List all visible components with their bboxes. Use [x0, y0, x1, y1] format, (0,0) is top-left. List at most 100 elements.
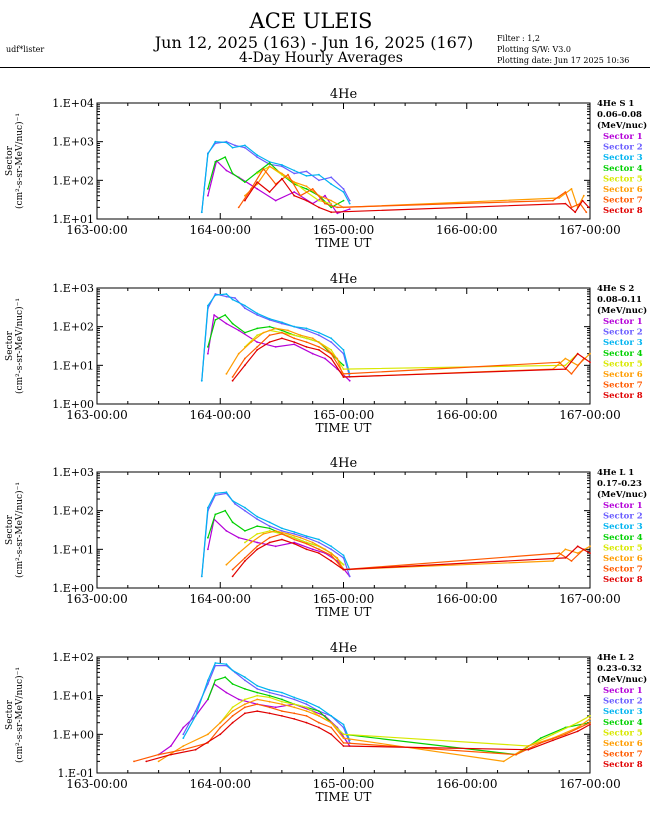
x-axis-label: TIME UT [316, 790, 372, 804]
data-point-sector-1 [324, 357, 326, 360]
y-axis-label-line2: (cm²-s-sr-MeV/nuc)⁻¹ [14, 482, 25, 578]
x-tick-label: 163-00:00 [66, 408, 128, 422]
data-point-sector-7 [268, 536, 271, 539]
panel-title: 4He [330, 272, 358, 287]
legend-entry-sector-1: Sector 1 [603, 132, 643, 142]
data-point-sector-1 [348, 208, 351, 211]
data-point-sector-5 [293, 703, 296, 706]
data-point-sector-7 [133, 760, 135, 763]
series-line-sector-3 [201, 293, 351, 381]
legend-entry-sector-1: Sector 1 [603, 686, 643, 696]
data-point-sector-1 [336, 212, 339, 215]
data-point-sector-5 [330, 202, 333, 205]
y-tick-label: 1.E+03 [52, 466, 94, 479]
data-point-sector-5 [552, 733, 554, 736]
data-point-sector-8 [527, 748, 530, 751]
data-point-sector-5 [342, 368, 345, 370]
data-point-sector-6 [570, 188, 573, 190]
data-point-sector-6 [342, 737, 345, 739]
data-point-sector-5 [256, 334, 259, 337]
data-point-sector-6 [237, 552, 240, 554]
data-point-sector-7 [539, 742, 542, 744]
data-point-sector-1 [348, 379, 351, 382]
data-point-sector-1 [311, 352, 314, 355]
legend-header-line: 0.08-0.11 [597, 295, 642, 305]
data-point-sector-4 [281, 698, 283, 701]
y-tick-label: 1.E+03 [52, 282, 94, 295]
data-point-sector-4 [256, 525, 259, 527]
data-point-sector-4 [214, 319, 217, 321]
data-point-sector-2 [244, 146, 246, 149]
data-point-sector-8 [330, 560, 333, 562]
data-point-sector-6 [552, 560, 554, 562]
chart-panel-2: 4He 1.E+00 1.E+01 1.E+02 1.E+03 163-00:00 164-… [5, 272, 647, 435]
legend-entry-sector-3: Sector 3 [603, 707, 643, 717]
data-point-sector-1 [237, 329, 240, 332]
data-point-sector-6 [182, 745, 185, 747]
x-tick-label: 165-00:00 [313, 777, 375, 791]
legend-header-line: (MeV/nuc) [597, 120, 647, 131]
x-tick-label: 167-00:00 [559, 408, 621, 422]
series-line-sector-5 [244, 329, 579, 370]
data-point-sector-4 [318, 710, 320, 712]
data-point-sector-1 [170, 745, 172, 747]
data-point-sector-3 [194, 715, 197, 717]
y-tick-label: 1.E+01 [52, 690, 94, 703]
data-point-sector-5 [281, 700, 283, 703]
data-point-sector-7 [287, 173, 289, 176]
data-point-sector-8 [219, 733, 222, 736]
data-point-sector-6 [502, 760, 505, 763]
data-point-sector-2 [182, 733, 185, 736]
data-point-sector-3 [231, 499, 234, 502]
data-point-sector-6 [244, 194, 246, 197]
data-point-sector-3 [281, 321, 283, 324]
data-point-sector-6 [268, 165, 271, 168]
legend-entry-sector-8: Sector 8 [603, 206, 643, 216]
data-point-sector-6 [231, 710, 234, 712]
data-point-sector-3 [256, 684, 259, 687]
data-point-sector-4 [207, 536, 209, 539]
data-point-sector-2 [268, 691, 271, 694]
legend-entry-sector-3: Sector 3 [603, 338, 643, 348]
x-tick-label: 164-00:00 [189, 223, 251, 237]
data-point-sector-7 [564, 191, 567, 193]
data-point-sector-6 [262, 533, 265, 535]
data-point-sector-7 [589, 721, 591, 724]
data-point-sector-8 [305, 721, 308, 724]
data-point-sector-8 [330, 733, 333, 736]
data-point-sector-1 [207, 548, 209, 551]
data-point-sector-4 [330, 206, 333, 209]
data-point-sector-5 [256, 533, 259, 535]
data-point-sector-4 [268, 694, 271, 697]
series-line-sector-2 [201, 293, 351, 381]
data-point-sector-8 [564, 202, 567, 205]
data-point-sector-2 [330, 341, 333, 343]
x-axis-label: TIME UT [316, 605, 372, 619]
data-point-sector-3 [318, 331, 320, 334]
legend-entry-sector-4: Sector 4 [603, 349, 643, 359]
data-point-sector-3 [342, 723, 345, 726]
y-tick-label: 1.E+02 [52, 651, 94, 664]
y-tick-label: 1.E+02 [52, 505, 94, 518]
legend-entry-sector-6: Sector 6 [603, 185, 643, 195]
series-line-sector-3 [182, 662, 351, 741]
x-tick-label: 165-00:00 [313, 592, 375, 606]
data-point-sector-6 [305, 710, 308, 712]
data-point-sector-3 [293, 696, 296, 699]
data-point-sector-7 [293, 337, 296, 340]
data-point-sector-7 [281, 331, 283, 334]
legend-entry-sector-2: Sector 2 [603, 697, 643, 707]
data-point-sector-6 [576, 552, 579, 554]
data-point-sector-7 [515, 753, 517, 756]
x-axis-label: TIME UT [316, 421, 372, 435]
legend-entry-sector-2: Sector 2 [603, 328, 643, 338]
data-point-sector-6 [274, 530, 277, 532]
legend-entry-sector-2: Sector 2 [603, 512, 643, 522]
data-point-sector-8 [256, 349, 259, 351]
legend-header-line: (MeV/nuc) [597, 305, 647, 316]
data-point-sector-8 [256, 181, 259, 184]
data-point-sector-3 [207, 506, 209, 509]
data-point-sector-6 [311, 337, 314, 340]
data-point-sector-8 [342, 745, 345, 747]
data-point-sector-7 [318, 548, 320, 551]
